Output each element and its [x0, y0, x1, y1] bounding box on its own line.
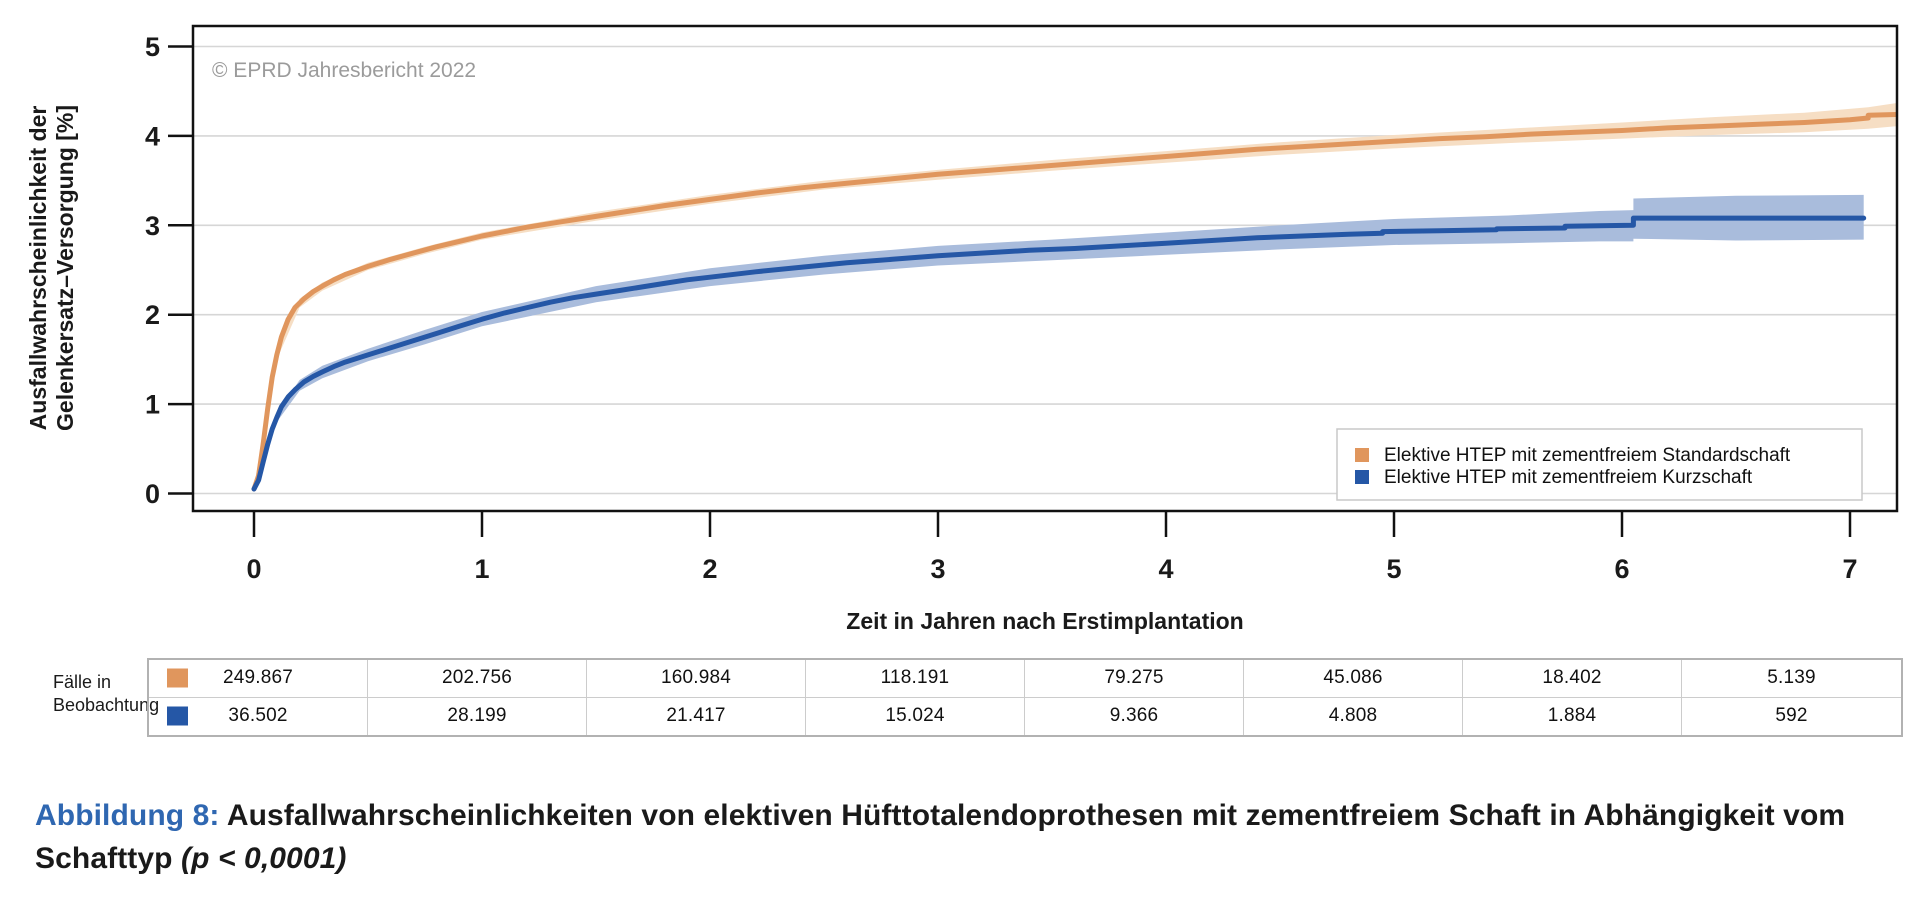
cases-value: 9.366 — [1109, 705, 1159, 727]
x-tick-label-6: 6 — [1614, 554, 1629, 584]
legend-swatch-standardschaft — [1355, 448, 1369, 462]
x-tick-label-2: 2 — [702, 554, 717, 584]
cases-value: 79.275 — [1104, 667, 1164, 689]
standardschaft-swatch — [167, 668, 188, 688]
y-tick-label-5: 5 — [145, 32, 160, 62]
x-tick-label-5: 5 — [1386, 554, 1401, 584]
cases-value: 28.199 — [447, 705, 507, 727]
x-tick-label-0: 0 — [246, 554, 261, 584]
legend-box — [1336, 428, 1863, 501]
table-cell: 18.402 — [1463, 660, 1682, 698]
legend-swatch-kurzschaft — [1355, 470, 1369, 484]
x-tick-label-1: 1 — [474, 554, 489, 584]
table-cell: 5.139 — [1682, 660, 1901, 698]
x-axis-title: Zeit in Jahren nach Erstimplantation — [846, 608, 1243, 634]
x-tick-label-4: 4 — [1158, 554, 1173, 584]
axis-ticks: 0 1 2 3 4 5 6 7 0 1 2 3 4 5 — [145, 32, 1858, 584]
table-cell: 21.417 — [587, 697, 806, 735]
cases-value: 18.402 — [1542, 667, 1602, 689]
table-cell: 79.275 — [1025, 660, 1244, 698]
table-cell: 202.756 — [368, 660, 587, 698]
y-axis-title: Ausfallwahrscheinlichkeit der Gelenkersa… — [25, 105, 78, 431]
confidence-band-series1 — [254, 194, 1864, 491]
table-cell: 249.867 — [149, 660, 368, 698]
table-cell: 45.086 — [1244, 660, 1463, 698]
y-axis-title-line2: Gelenkersatz–Versorgung [%] — [52, 105, 78, 431]
figure-caption: Abbildung 8: Ausfallwahrscheinlichkeiten… — [35, 794, 1850, 880]
cases-value: 4.808 — [1328, 705, 1378, 727]
table-cell: 4.808 — [1244, 697, 1463, 735]
figure-caption-label: Abbildung 8: — [35, 799, 220, 832]
figure-caption-pvalue: (p < 0,0001) — [181, 842, 347, 875]
x-tick-label-3: 3 — [930, 554, 945, 584]
legend-label-standardschaft: Elektive HTEP mit zementfreiem Standards… — [1384, 445, 1791, 466]
cases-value: 202.756 — [441, 667, 513, 689]
y-tick-label-1: 1 — [145, 390, 160, 420]
gridlines — [194, 45, 1896, 495]
table-cell: 15.024 — [806, 697, 1025, 735]
cases-value: 21.417 — [666, 705, 726, 727]
y-tick-label-0: 0 — [145, 479, 160, 509]
data-series-layer — [251, 103, 1896, 492]
kurzschaft-swatch — [167, 706, 188, 726]
y-axis-title-line1: Ausfallwahrscheinlichkeit der — [25, 106, 51, 431]
cases-value: 160.984 — [660, 667, 732, 689]
cases-value: 5.139 — [1767, 667, 1816, 689]
copyright-note: © EPRD Jahresbericht 2022 — [212, 59, 476, 82]
y-tick-label-2: 2 — [145, 300, 160, 330]
table-cell: 118.191 — [806, 660, 1025, 698]
x-tick-label-7: 7 — [1842, 554, 1857, 584]
cases-table-row-label: Fälle in Beobachtung — [53, 671, 159, 717]
y-tick-label-4: 4 — [145, 121, 160, 151]
plot-border — [191, 24, 1899, 513]
survival-chart: 0 1 2 3 4 5 6 7 0 1 2 3 4 5 © EPRD Jahresbericht 2022… — [25, 24, 1899, 634]
table-cell: 9.366 — [1025, 697, 1244, 735]
cases-value: 1.884 — [1547, 705, 1597, 727]
legend-label-kurzschaft: Elektive HTEP mit zementfreiem Kurzschaf… — [1384, 467, 1753, 488]
cases-value: 36.502 — [228, 705, 288, 727]
legend: Elektive HTEP mit zementfreiem Standards… — [1336, 428, 1863, 501]
table-cell: 1.884 — [1463, 697, 1682, 735]
cases-at-risk-table: 249.867 202.756 160.984 118.191 79.275 4… — [147, 658, 1903, 737]
cases-value: 118.191 — [880, 667, 950, 689]
cases-value: 15.024 — [885, 705, 945, 727]
cases-label-line1: Fälle in — [53, 672, 112, 692]
cases-value: 592 — [1775, 705, 1808, 727]
table-cell: 160.984 — [587, 660, 806, 698]
survival-curve-series1 — [251, 215, 1867, 492]
table-cell: 592 — [1682, 698, 1901, 736]
y-tick-label-3: 3 — [145, 211, 160, 241]
cases-value: 249.867 — [222, 667, 294, 689]
survival-curve-series0 — [251, 111, 1896, 492]
figure-caption-text: Ausfallwahrscheinlichkeiten von elektive… — [35, 799, 1846, 875]
cases-value: 45.086 — [1323, 667, 1383, 689]
table-cell: 36.502 — [149, 697, 368, 735]
cases-label-line2: Beobachtung — [53, 695, 160, 715]
table-cell: 28.199 — [368, 697, 587, 735]
